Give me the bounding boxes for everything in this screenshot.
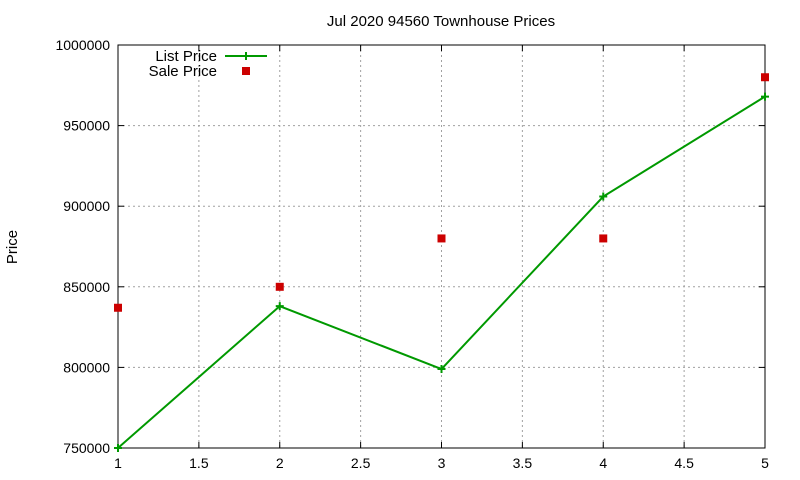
sale-price-point (114, 303, 122, 312)
series-layer (114, 73, 769, 452)
list-price-point (599, 192, 608, 201)
series-list-price (114, 92, 769, 452)
y-tick-label: 900000 (63, 198, 110, 214)
legend-swatch-marker (242, 52, 250, 60)
x-tick-label: 3.5 (513, 455, 533, 471)
sale-price-point (275, 282, 284, 291)
x-tick-label: 1 (114, 455, 122, 471)
legend-label: Sale Price (149, 63, 217, 80)
series-sale-price (114, 73, 769, 312)
sale-price-point (599, 234, 608, 243)
sale-price-point (761, 73, 769, 82)
y-tick-label: 1000000 (55, 37, 110, 53)
x-tick-label: 4.5 (674, 455, 694, 471)
chart-title: Jul 2020 94560 Townhouse Prices (327, 13, 555, 30)
list-price-point (761, 92, 769, 101)
legend-swatch-marker (242, 67, 250, 75)
y-axis-label: Price (4, 230, 21, 264)
legend-label: List Price (155, 48, 217, 65)
plot-frame (117, 44, 766, 449)
y-tick-label: 950000 (63, 118, 110, 134)
grid (118, 45, 765, 448)
y-tick-label: 800000 (63, 359, 110, 375)
list-price-point (275, 302, 284, 311)
x-tick-label: 3 (438, 455, 446, 471)
x-tick-label: 2 (276, 455, 284, 471)
y-tick-label: 850000 (63, 279, 110, 295)
sale-price-point (437, 234, 446, 243)
y-tick-label: 750000 (63, 440, 110, 456)
x-tick-label: 5 (761, 455, 769, 471)
x-tick-label: 2.5 (351, 455, 371, 471)
axis-ticks: 1 1.5 2 2.5 3 3.5 4 4.5 5 750000 800000 850000 90000… (55, 37, 769, 471)
x-tick-label: 4 (599, 455, 607, 471)
list-price-point (437, 365, 446, 374)
x-tick-label: 1.5 (189, 455, 209, 471)
list-price-point (114, 444, 122, 452)
